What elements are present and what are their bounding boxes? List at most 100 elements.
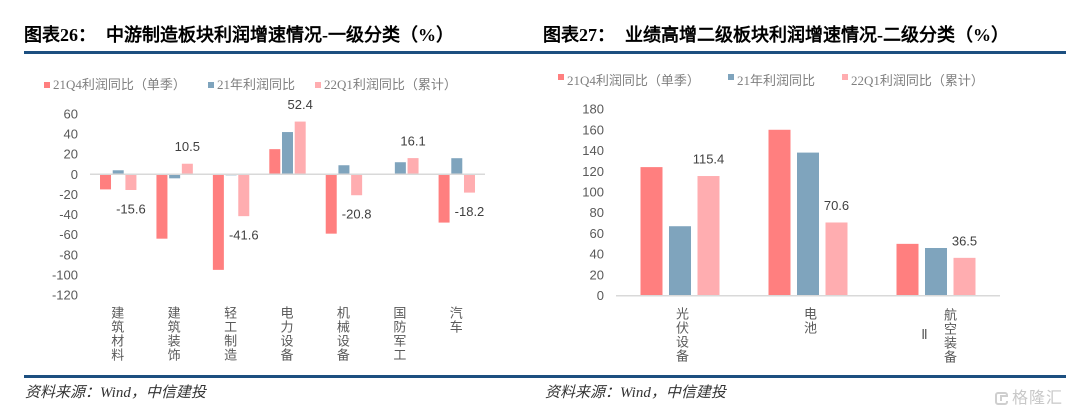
category-label: 汽车 bbox=[446, 306, 462, 334]
y-tick-label: 100 bbox=[582, 185, 604, 200]
bar bbox=[953, 257, 976, 296]
data-label: -15.6 bbox=[116, 201, 146, 216]
bar bbox=[294, 121, 306, 175]
watermark-text: 格隆汇 bbox=[1012, 388, 1064, 407]
y-tick-label: 80 bbox=[590, 205, 604, 220]
figure-27-source: 资料来源：Wind，中信建投 bbox=[545, 385, 726, 401]
data-label: 36.5 bbox=[952, 233, 977, 248]
bar bbox=[238, 174, 250, 217]
legend-item: 21年利润同比 bbox=[728, 73, 815, 89]
bar bbox=[338, 165, 350, 175]
header-divider bbox=[24, 51, 1066, 54]
legend-item: 21Q4利润同比（单季） bbox=[558, 73, 700, 89]
legend-item: 22Q1利润同比（累计） bbox=[315, 77, 457, 93]
bar bbox=[407, 158, 419, 175]
bar bbox=[768, 129, 791, 296]
y-tick-label: -60 bbox=[59, 227, 78, 242]
legend-swatch bbox=[315, 82, 321, 89]
category-label: 国防军工 bbox=[390, 306, 406, 362]
bar bbox=[463, 174, 475, 193]
y-tick-label: 120 bbox=[582, 164, 604, 179]
data-label: -41.6 bbox=[229, 228, 259, 243]
y-tick-label: 160 bbox=[582, 122, 604, 137]
y-tick-label: 180 bbox=[582, 102, 604, 117]
category-label: 建筑装饰 bbox=[164, 306, 180, 362]
data-label: 16.1 bbox=[400, 134, 425, 149]
category-label: 建筑材料 bbox=[108, 306, 124, 362]
y-tick-label: 40 bbox=[64, 127, 78, 142]
legend-label: 21年利润同比 bbox=[217, 77, 296, 92]
data-label: -18.2 bbox=[455, 204, 485, 219]
category-label: 机械设备 bbox=[333, 306, 349, 362]
figure-26-source: 资料来源：Wind，中信建投 bbox=[25, 385, 206, 401]
bar bbox=[156, 174, 168, 239]
figure-26-label: 图表26： bbox=[24, 25, 96, 45]
legend-swatch bbox=[842, 74, 848, 81]
y-tick-label: 60 bbox=[590, 226, 604, 241]
y-tick-label: -20 bbox=[59, 187, 78, 202]
category-label: 电力设备 bbox=[277, 306, 293, 362]
bar bbox=[438, 174, 450, 223]
legend-label: 21年利润同比 bbox=[737, 73, 816, 88]
y-tick-label: 0 bbox=[71, 167, 78, 182]
figure-27-label: 图表27： bbox=[543, 25, 615, 45]
data-label: 70.6 bbox=[824, 198, 849, 213]
bar bbox=[669, 226, 691, 296]
y-tick-label: 20 bbox=[590, 267, 604, 282]
data-label: 52.4 bbox=[288, 97, 313, 112]
bar bbox=[169, 174, 181, 179]
data-label: -20.8 bbox=[342, 207, 372, 222]
y-tick-label: 140 bbox=[582, 143, 604, 158]
bar bbox=[925, 247, 947, 296]
bar bbox=[181, 163, 193, 175]
category-label: 航空装备Ⅱ bbox=[917, 308, 956, 364]
footer-divider bbox=[24, 375, 1066, 378]
bar bbox=[269, 149, 281, 175]
y-tick-label: -80 bbox=[59, 247, 78, 262]
y-tick-label: 40 bbox=[590, 247, 604, 262]
y-tick-label: 0 bbox=[597, 288, 604, 303]
bar bbox=[100, 174, 112, 190]
category-label: 轻工制造 bbox=[221, 306, 237, 362]
legend-label: 21Q4利润同比（单季） bbox=[53, 77, 186, 92]
gelonghui-logo-icon bbox=[995, 391, 1008, 405]
figure-26-title: 中游制造板块利润增速情况-一级分类（%） bbox=[106, 25, 454, 45]
y-tick-label: -120 bbox=[52, 288, 78, 303]
legend-swatch bbox=[44, 82, 50, 89]
bar bbox=[351, 174, 363, 196]
figure-27-title: 业绩高增二级板块利润增速情况-二级分类（%） bbox=[625, 25, 1009, 45]
chart-high-growth-profit: 180 160 140 120 100 80 60 40 20 0 115.4 70.6 36.5 bbox=[582, 102, 1000, 303]
legend-label: 22Q1利润同比（累计） bbox=[851, 73, 984, 88]
legend-swatch bbox=[208, 82, 214, 89]
legend-item: 22Q1利润同比（累计） bbox=[842, 73, 984, 89]
bar bbox=[697, 176, 720, 296]
category-label: 光伏设备 bbox=[673, 307, 688, 363]
y-tick-label: -100 bbox=[52, 267, 78, 282]
legend-swatch bbox=[558, 74, 564, 81]
bar bbox=[896, 243, 919, 296]
bar bbox=[212, 174, 224, 270]
legend-label: 22Q1利润同比（累计） bbox=[324, 77, 457, 92]
legend-swatch bbox=[728, 74, 734, 81]
bar bbox=[325, 174, 337, 234]
bar bbox=[394, 162, 406, 175]
legend-label: 21Q4利润同比（单季） bbox=[567, 73, 700, 88]
bar bbox=[825, 222, 848, 296]
watermark: 格隆汇 bbox=[995, 388, 1063, 408]
bar bbox=[640, 167, 663, 296]
data-label: 10.5 bbox=[175, 139, 200, 154]
bar bbox=[451, 158, 463, 175]
bar bbox=[112, 170, 124, 175]
bar bbox=[125, 174, 137, 190]
y-tick-label: 60 bbox=[64, 106, 78, 121]
legend-item: 21Q4利润同比（单季） bbox=[44, 77, 186, 93]
data-label: 115.4 bbox=[693, 152, 725, 167]
chart-midstream-profit-growth: 60 40 20 0 -20 -40 -60 -80 -100 -120 -15.6 10.5 -41.… bbox=[52, 97, 485, 303]
y-tick-label: 20 bbox=[64, 147, 78, 162]
y-tick-label: -40 bbox=[59, 207, 78, 222]
category-label: 电池 bbox=[801, 307, 816, 335]
bar bbox=[797, 152, 819, 296]
legend-item: 21年利润同比 bbox=[208, 77, 295, 93]
bar bbox=[282, 132, 293, 175]
